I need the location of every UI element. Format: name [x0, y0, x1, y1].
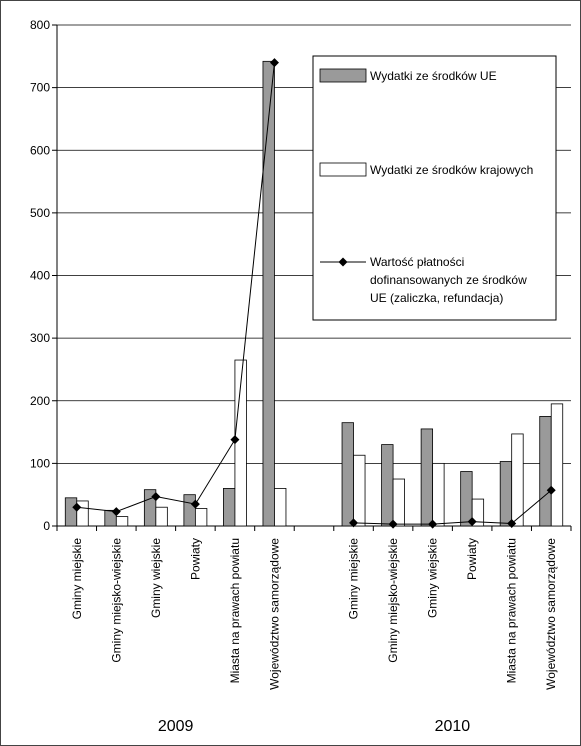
y-tick-label: 300	[30, 331, 50, 345]
y-tick-label: 200	[30, 394, 50, 408]
data-point	[151, 492, 161, 502]
bar	[223, 488, 236, 527]
data-point	[269, 58, 279, 68]
y-tick-label: 0	[43, 519, 50, 533]
bar	[274, 488, 287, 527]
y-tick-label: 400	[30, 269, 50, 283]
bar	[392, 478, 405, 527]
bar	[262, 60, 275, 527]
category-label: Gminy miejskie	[70, 538, 84, 620]
data-point	[507, 518, 517, 528]
series-line	[76, 62, 275, 513]
data-point	[546, 485, 556, 495]
bar	[341, 422, 354, 527]
bar	[194, 508, 208, 527]
bar	[115, 516, 129, 527]
data-point	[230, 435, 240, 445]
y-tick-label: 500	[30, 206, 50, 220]
legend-swatch	[319, 162, 367, 177]
category-label: Województwo samorządowe	[267, 538, 281, 690]
series-line	[353, 489, 552, 525]
bar	[471, 498, 485, 527]
category-label: Powiaty	[188, 538, 202, 580]
data-point	[388, 519, 398, 529]
y-tick-label: 700	[30, 81, 50, 95]
legend-box	[312, 55, 557, 321]
category-label: Województwo samorządowe	[544, 538, 558, 690]
bar	[64, 497, 78, 527]
legend-swatch	[319, 68, 367, 83]
y-tick-label: 600	[30, 143, 50, 157]
category-label: Gminy miejsko-wiejskie	[386, 538, 400, 663]
bar	[76, 500, 89, 527]
legend-label: Wydatki ze środków krajowych	[370, 163, 533, 177]
category-label: Gminy miejsko-wiejskie	[109, 538, 123, 663]
bar	[499, 461, 513, 527]
bar	[511, 433, 524, 527]
bar	[539, 416, 552, 527]
category-label: Miasta na prawach powiatu	[505, 538, 519, 683]
data-point	[111, 507, 121, 517]
data-point	[428, 519, 438, 529]
bar	[353, 454, 366, 527]
data-point	[467, 517, 477, 527]
category-label: Gminy wiejskie	[149, 538, 163, 618]
category-label: Powiaty	[465, 538, 479, 580]
bar	[432, 462, 445, 527]
legend-marker	[338, 257, 348, 267]
y-tick-label: 100	[30, 456, 50, 470]
bar	[381, 444, 394, 527]
bar	[183, 494, 196, 527]
bar	[420, 428, 434, 527]
group-label: 2009	[158, 718, 194, 735]
bar	[155, 506, 168, 527]
group-label: 2010	[435, 718, 471, 735]
y-tick-label: 800	[30, 18, 50, 32]
data-point	[349, 518, 359, 528]
legend-label: Wartość płatności dofinansowanych ze środ…	[370, 255, 527, 305]
data-point	[190, 499, 200, 509]
bar	[460, 471, 473, 527]
legend-label: Wydatki ze środków UE	[370, 69, 497, 83]
bar	[550, 403, 564, 527]
category-label: Gminy miejskie	[347, 538, 361, 620]
category-label: Miasta na prawach powiatu	[228, 538, 242, 683]
data-point	[72, 502, 82, 512]
category-label: Gminy wiejskie	[426, 538, 440, 618]
